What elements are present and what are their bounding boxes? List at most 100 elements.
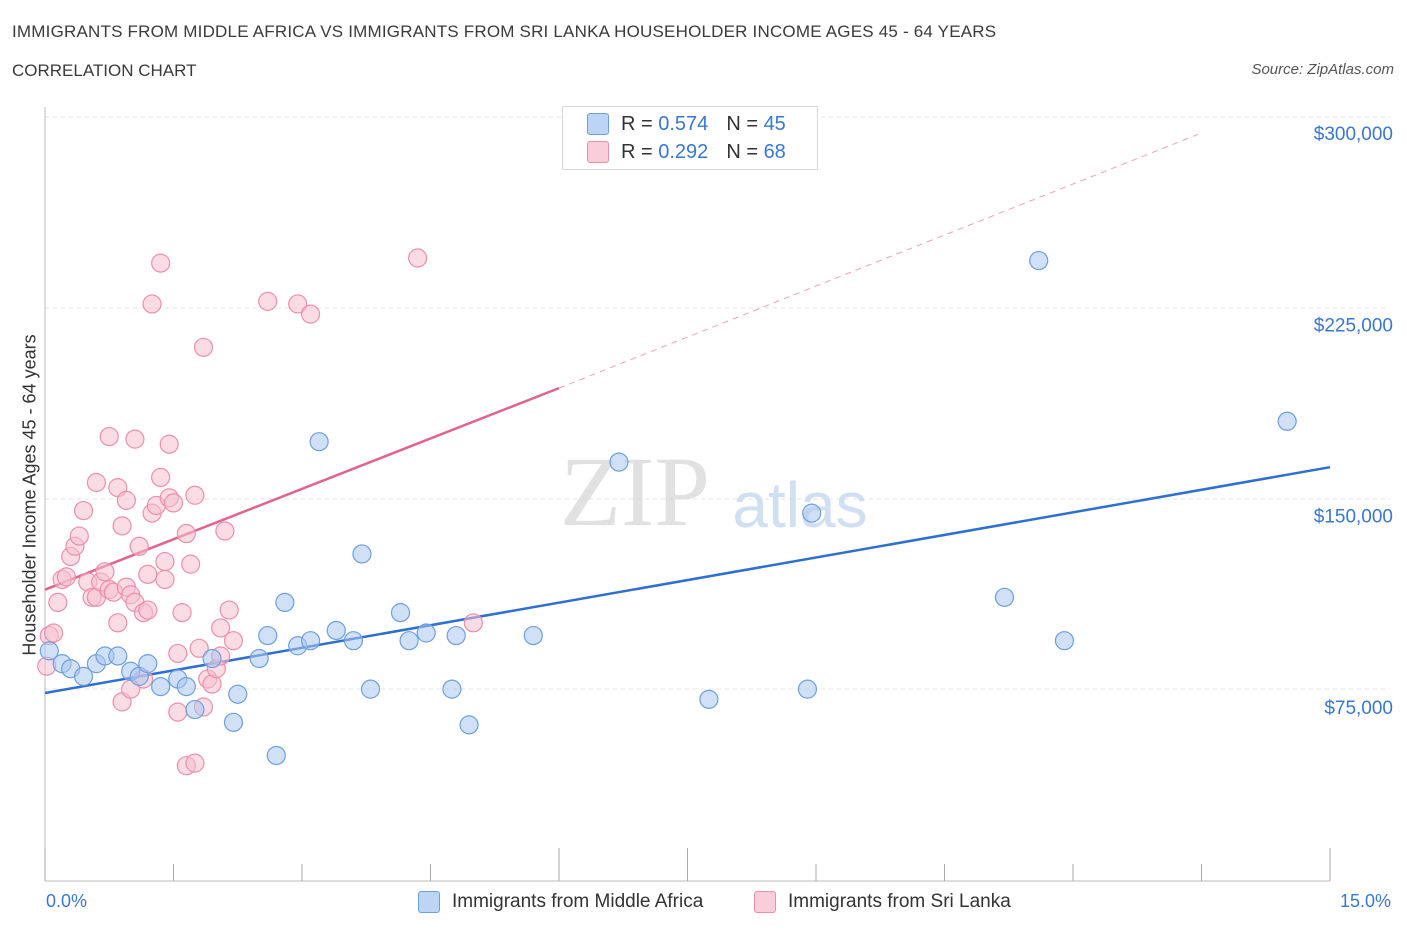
point-sri-lanka (56, 567, 77, 587)
legend-r-value: 0.292 (658, 140, 709, 163)
point-middle-africa (223, 712, 244, 732)
legend-swatch-sri-lanka (587, 141, 609, 163)
point-sri-lanka (129, 536, 149, 556)
chart-subtitle: CORRELATION CHART (12, 61, 197, 80)
point-sri-lanka (258, 291, 278, 311)
watermark-atlas: atlas (732, 469, 867, 541)
x-axis-max-label: 15.0% (1340, 891, 1392, 911)
point-middle-africa (185, 699, 205, 720)
point-sri-lanka (163, 493, 184, 513)
point-sri-lanka (142, 294, 162, 314)
point-middle-africa (309, 432, 329, 452)
legend-swatch-middle-africa (418, 891, 440, 913)
series-legend: Immigrants from Middle Africa Immigrants… (0, 889, 1406, 915)
y-tick-label: $150,000 (1314, 507, 1393, 528)
point-sri-lanka (108, 613, 128, 633)
point-middle-africa (326, 620, 346, 641)
point-sri-lanka (185, 753, 205, 773)
legend-item-middle-africa[interactable]: Immigrants from Middle Africa (418, 889, 703, 915)
legend-r-label: R = (621, 112, 653, 135)
legend-r-value: 0.574 (658, 112, 709, 135)
point-sri-lanka (99, 426, 119, 447)
point-middle-africa (258, 625, 278, 646)
point-middle-africa (399, 631, 419, 651)
point-sri-lanka (95, 562, 115, 582)
point-sri-lanka (211, 618, 231, 638)
y-tick-labels: $300,000 $225,000 $150,000 $75,000 (1314, 124, 1393, 719)
point-middle-africa (797, 679, 818, 699)
stats-legend: R = 0.574 N = 45 R = 0.292 N = 68 (562, 106, 818, 170)
y-tick-label: $75,000 (1324, 698, 1393, 719)
legend-n-value: 45 (763, 112, 786, 135)
point-sri-lanka (48, 592, 68, 613)
point-sri-lanka (138, 600, 158, 620)
legend-swatch-sri-lanka (754, 891, 776, 913)
legend-item-sri-lanka[interactable]: Immigrants from Sri Lanka (754, 889, 1011, 915)
point-middle-africa (1277, 411, 1297, 431)
y-tick-label: $225,000 (1314, 315, 1393, 336)
axes (44, 107, 1331, 882)
watermark: ZIP atlas (560, 436, 868, 547)
legend-label-sri-lanka: Immigrants from Sri Lanka (788, 891, 1011, 912)
point-middle-africa (151, 676, 171, 697)
point-sri-lanka (86, 472, 107, 493)
point-sri-lanka (185, 485, 205, 505)
point-sri-lanka (125, 429, 145, 449)
point-sri-lanka (176, 523, 196, 544)
point-sri-lanka (116, 490, 136, 510)
point-sri-lanka (288, 294, 308, 314)
point-sri-lanka (181, 554, 201, 574)
legend-n-value: 68 (763, 140, 786, 163)
point-middle-africa (442, 679, 462, 699)
point-sri-lanka (408, 248, 428, 268)
point-middle-africa (138, 654, 158, 674)
point-sri-lanka (463, 613, 483, 633)
point-middle-africa (73, 666, 94, 686)
point-middle-africa (300, 631, 321, 651)
point-middle-africa (249, 648, 269, 669)
chart-title: IMMIGRANTS FROM MIDDLE AFRICA VS IMMIGRA… (12, 22, 997, 41)
point-sri-lanka (159, 434, 179, 454)
point-middle-africa (202, 648, 222, 669)
point-middle-africa (266, 745, 286, 766)
point-middle-africa (459, 715, 479, 735)
point-sri-lanka (69, 526, 89, 546)
point-sri-lanka (155, 569, 175, 590)
point-middle-africa (523, 625, 543, 646)
legend-swatch-middle-africa (587, 113, 609, 135)
point-middle-africa (802, 503, 822, 523)
point-middle-africa (228, 684, 248, 704)
point-sri-lanka (155, 551, 175, 572)
point-middle-africa (176, 676, 196, 697)
point-sri-lanka (168, 643, 188, 664)
point-middle-africa (994, 587, 1015, 607)
legend-row-middle-africa: R = 0.574 N = 45 (587, 112, 786, 136)
point-sri-lanka (215, 521, 235, 541)
point-middle-africa (360, 679, 381, 699)
legend-label-middle-africa: Immigrants from Middle Africa (452, 891, 704, 912)
data-points (37, 248, 1297, 776)
point-middle-africa (446, 625, 466, 646)
point-sri-lanka (172, 603, 192, 623)
legend-n-label: N = (726, 112, 758, 135)
point-middle-africa (275, 592, 295, 613)
point-middle-africa (699, 689, 719, 709)
point-middle-africa (416, 623, 436, 643)
point-sri-lanka (300, 304, 321, 324)
point-sri-lanka (219, 600, 239, 620)
y-tick-label: $300,000 (1314, 124, 1393, 145)
point-sri-lanka (168, 702, 188, 722)
trend-line-sri-lanka-extension (558, 132, 1202, 389)
point-middle-africa (390, 603, 411, 623)
point-sri-lanka (193, 337, 214, 357)
grid-lines (45, 116, 1390, 690)
point-middle-africa (343, 631, 363, 651)
x-axis-min-label: 0.0% (46, 891, 88, 911)
point-sri-lanka (138, 564, 158, 584)
point-sri-lanka (151, 467, 171, 487)
point-sri-lanka (73, 500, 94, 521)
point-middle-africa (39, 641, 59, 661)
point-sri-lanka (189, 638, 209, 658)
legend-n-label: N = (726, 140, 758, 163)
